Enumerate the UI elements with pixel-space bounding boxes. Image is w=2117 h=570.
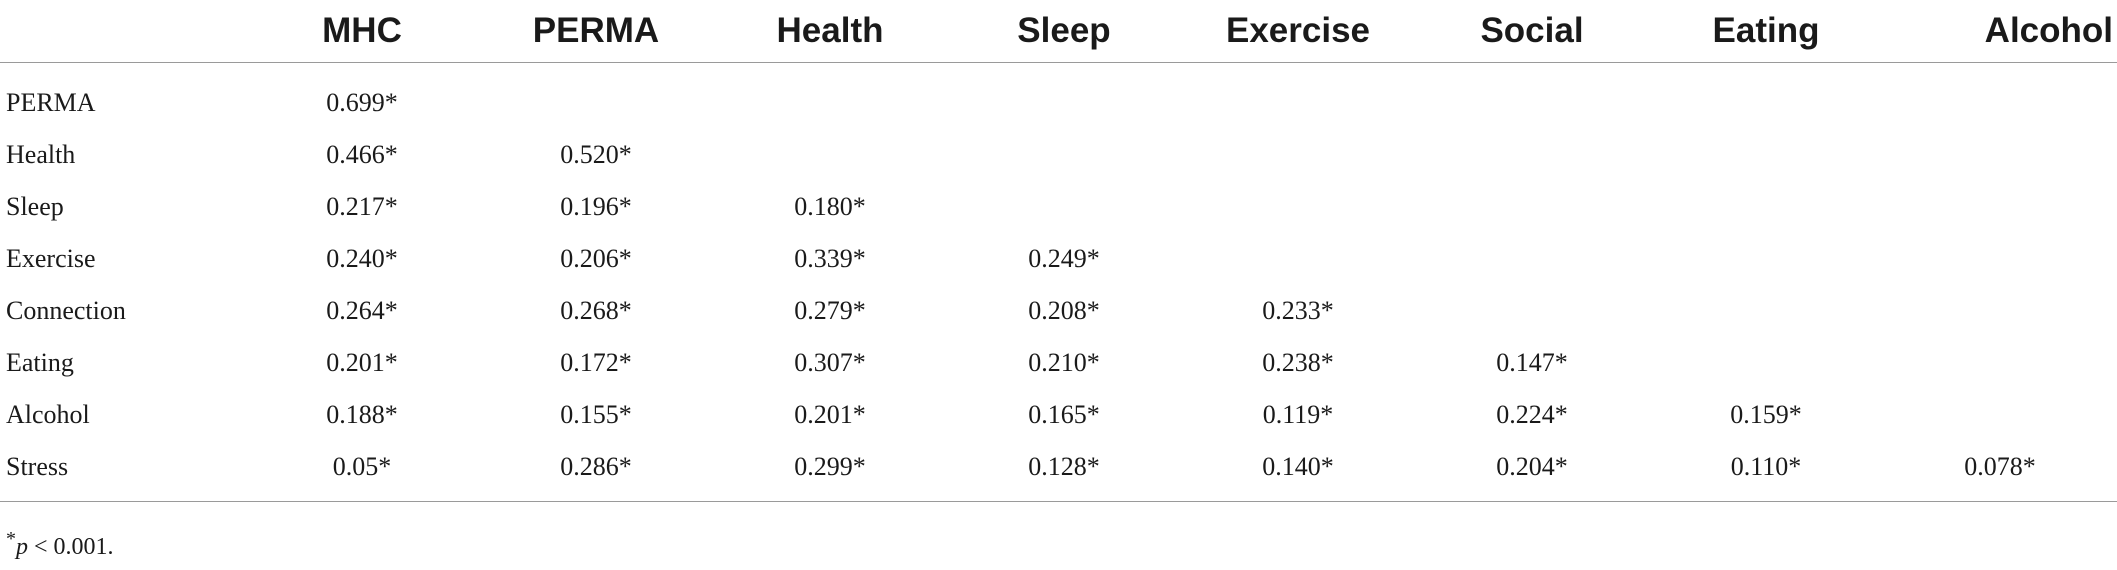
row-label: Connection xyxy=(6,296,126,325)
table-cell: 0.206* xyxy=(560,244,632,273)
table-cell: 0.210* xyxy=(1028,348,1100,377)
table-row: Alcohol 0.188* 0.155* 0.201* 0.165* 0.119* 0.2… xyxy=(0,389,2117,441)
column-header-sleep: Sleep xyxy=(947,0,1181,63)
table-cell: 0.172* xyxy=(560,348,632,377)
table-cell: 0.299* xyxy=(713,441,947,502)
table-cell: 0.110* xyxy=(1649,441,1883,502)
table-cell: 0.140* xyxy=(1181,441,1415,502)
correlation-table: MHC PERMA Health Sleep Exercise Social E… xyxy=(0,0,2117,502)
column-header-health: Health xyxy=(713,0,947,63)
table-cell: 0.268* xyxy=(560,296,632,325)
table-cell xyxy=(1181,181,1415,233)
header-corner xyxy=(0,0,245,63)
table-cell xyxy=(1649,63,1883,130)
column-header-social: Social xyxy=(1415,0,1649,63)
table-cell xyxy=(1883,129,2117,181)
table-cell xyxy=(1883,181,2117,233)
table-cell xyxy=(1649,233,1883,285)
table-cell xyxy=(713,129,947,181)
table-cell xyxy=(1649,181,1883,233)
table-row: Exercise 0.240* 0.206* 0.339* 0.249* xyxy=(0,233,2117,285)
table-cell: 0.466* xyxy=(326,140,398,169)
table-row: Sleep 0.217* 0.196* 0.180* xyxy=(0,181,2117,233)
table-cell xyxy=(1883,63,2117,130)
row-label: Exercise xyxy=(6,244,96,273)
table-cell: 0.339* xyxy=(794,244,866,273)
row-label: Alcohol xyxy=(6,400,90,429)
footnote-text: < 0.001. xyxy=(28,534,114,560)
table-cell xyxy=(1415,129,1649,181)
table-row: PERMA 0.699* xyxy=(0,63,2117,130)
table-cell: 0.147* xyxy=(1496,348,1568,377)
row-label: PERMA xyxy=(6,88,96,117)
footnote-marker: * xyxy=(6,528,16,550)
table-cell xyxy=(1883,389,2117,441)
table-cell xyxy=(1883,285,2117,337)
row-label: Eating xyxy=(6,348,74,377)
table-cell: 0.240* xyxy=(326,244,398,273)
table-cell: 0.699* xyxy=(326,88,398,117)
table-cell: 0.233* xyxy=(1262,296,1334,325)
table-cell: 0.119* xyxy=(1262,400,1334,429)
table-cell xyxy=(1883,337,2117,389)
table-cell: 0.520* xyxy=(560,140,632,169)
table-cell xyxy=(947,63,1181,130)
table-row: Health 0.466* 0.520* xyxy=(0,129,2117,181)
table-cell xyxy=(1181,233,1415,285)
table-cell: 0.05* xyxy=(245,441,479,502)
row-label: Stress xyxy=(0,441,245,502)
table-cell xyxy=(947,129,1181,181)
table-row: Stress 0.05* 0.286* 0.299* 0.128* 0.140* 0.204… xyxy=(0,441,2117,502)
table-cell: 0.201* xyxy=(794,400,866,429)
correlation-table-container: MHC PERMA Health Sleep Exercise Social E… xyxy=(0,0,2117,502)
table-cell xyxy=(1415,181,1649,233)
table-cell: 0.128* xyxy=(947,441,1181,502)
table-cell: 0.249* xyxy=(1028,244,1100,273)
table-cell xyxy=(1415,233,1649,285)
table-cell xyxy=(1649,285,1883,337)
table-cell xyxy=(479,63,713,130)
table-cell: 0.279* xyxy=(794,296,866,325)
table-cell xyxy=(713,63,947,130)
table-cell: 0.204* xyxy=(1415,441,1649,502)
table-cell xyxy=(1181,129,1415,181)
table-cell: 0.217* xyxy=(326,192,398,221)
table-cell: 0.188* xyxy=(326,400,398,429)
row-label: Sleep xyxy=(6,192,64,221)
column-header-perma: PERMA xyxy=(479,0,713,63)
table-cell: 0.307* xyxy=(794,348,866,377)
column-header-exercise: Exercise xyxy=(1181,0,1415,63)
table-cell: 0.165* xyxy=(1028,400,1100,429)
table-body: PERMA 0.699* Health 0.466* 0.520* Sleep 0.217*… xyxy=(0,63,2117,502)
table-cell xyxy=(1883,233,2117,285)
table-cell: 0.286* xyxy=(479,441,713,502)
footnote-variable: p xyxy=(16,534,28,560)
table-row: Eating 0.201* 0.172* 0.307* 0.210* 0.238* 0.14… xyxy=(0,337,2117,389)
column-header-mhc: MHC xyxy=(245,0,479,63)
table-cell: 0.159* xyxy=(1730,400,1802,429)
table-cell: 0.208* xyxy=(1028,296,1100,325)
table-cell: 0.238* xyxy=(1262,348,1334,377)
table-cell xyxy=(1415,63,1649,130)
header-row: MHC PERMA Health Sleep Exercise Social E… xyxy=(0,0,2117,63)
table-cell: 0.196* xyxy=(560,192,632,221)
table-cell: 0.264* xyxy=(326,296,398,325)
table-cell: 0.180* xyxy=(794,192,866,221)
table-cell xyxy=(1649,337,1883,389)
table-cell xyxy=(1415,285,1649,337)
column-header-alcohol: Alcohol xyxy=(1883,0,2117,63)
table-cell: 0.155* xyxy=(560,400,632,429)
table-cell: 0.078* xyxy=(1883,441,2117,502)
table-row: Connection 0.264* 0.268* 0.279* 0.208* 0.233* xyxy=(0,285,2117,337)
table-cell: 0.224* xyxy=(1496,400,1568,429)
table-cell: 0.201* xyxy=(326,348,398,377)
table-cell xyxy=(947,181,1181,233)
column-header-eating: Eating xyxy=(1649,0,1883,63)
row-label: Health xyxy=(6,140,76,169)
table-footnote: *p < 0.001. xyxy=(6,528,114,561)
table-cell xyxy=(1181,63,1415,130)
table-cell xyxy=(1649,129,1883,181)
